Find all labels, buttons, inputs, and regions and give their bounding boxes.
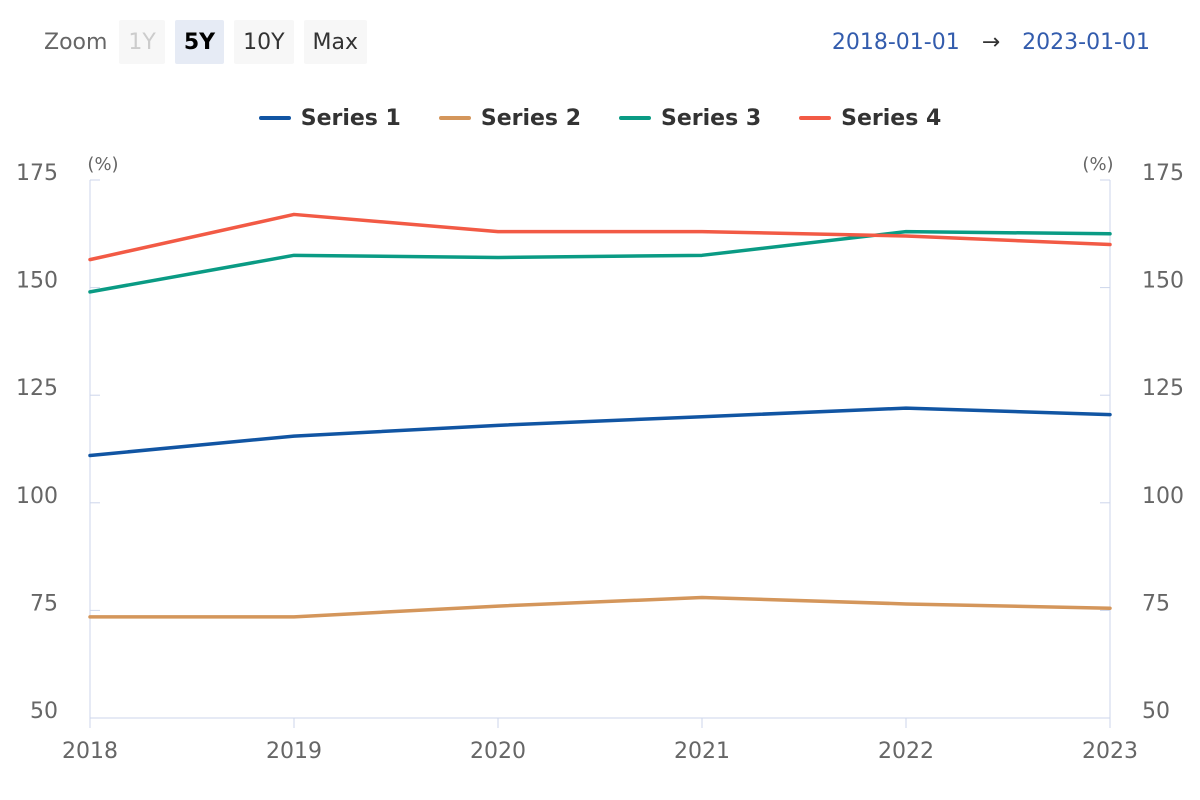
y-tick-label-right: 50	[1142, 699, 1170, 724]
x-tick-label: 2023	[1082, 739, 1138, 764]
y-tick-label-left: 100	[16, 484, 58, 509]
y-tick-label-left: 175	[16, 161, 58, 186]
arrow-right-icon: →	[981, 29, 1001, 55]
zoom-button-1y[interactable]: 1Y	[119, 20, 165, 64]
y-axis-left-unit: (%)	[87, 154, 118, 175]
zoom-label: Zoom	[44, 29, 108, 55]
zoom-button-10y[interactable]: 10Y	[234, 20, 294, 64]
x-tick-label: 2019	[266, 739, 322, 764]
y-tick-label-left: 125	[16, 376, 58, 401]
chart-legend: Series 1 Series 2 Series 3 Series 4	[0, 101, 1200, 135]
legend-label: Series 4	[841, 105, 942, 131]
range-to-date[interactable]: 2023-01-01	[1022, 29, 1150, 55]
x-tick-label: 2018	[62, 739, 118, 764]
zoom-button-max[interactable]: Max	[303, 20, 368, 64]
legend-label: Series 3	[661, 105, 762, 131]
y-tick-label-right: 175	[1142, 161, 1184, 186]
x-tick-label: 2020	[470, 739, 526, 764]
series-line-1	[88, 406, 1112, 458]
legend-item-series-1[interactable]: Series 1	[258, 105, 401, 131]
legend-swatch	[619, 116, 651, 120]
x-tick-label: 2022	[878, 739, 934, 764]
y-tick-label-left: 75	[30, 591, 58, 616]
legend-label: Series 1	[300, 105, 401, 131]
zoom-toolbar: Zoom 1Y 5Y 10Y Max	[44, 20, 368, 64]
legend-label: Series 2	[480, 105, 581, 131]
y-tick-label-left: 150	[16, 269, 58, 294]
y-tick-label-right: 125	[1142, 376, 1184, 401]
legend-swatch	[438, 116, 471, 120]
legend-item-series-3[interactable]: Series 3	[619, 106, 761, 131]
y-tick-label-right: 150	[1142, 269, 1184, 294]
y-tick-label-left: 50	[30, 699, 58, 724]
series-line-4	[88, 212, 1112, 262]
y-axis-right-unit: (%)	[1082, 154, 1113, 175]
y-tick-label-right: 100	[1142, 484, 1184, 509]
series-line-3	[88, 229, 1112, 294]
series-line-2	[88, 595, 1112, 619]
zoom-button-5y[interactable]: 5Y	[174, 20, 225, 64]
x-tick-label: 2021	[674, 739, 730, 764]
y-tick-label-right: 75	[1142, 591, 1170, 616]
legend-item-series-4[interactable]: Series 4	[799, 106, 941, 131]
legend-swatch	[799, 116, 832, 120]
legend-swatch	[258, 116, 291, 120]
range-from-date[interactable]: 2018-01-01	[831, 29, 960, 55]
date-range-selector: 2018-01-01 → 2023-01-01	[832, 20, 1150, 64]
legend-item-series-2[interactable]: Series 2	[438, 105, 581, 131]
